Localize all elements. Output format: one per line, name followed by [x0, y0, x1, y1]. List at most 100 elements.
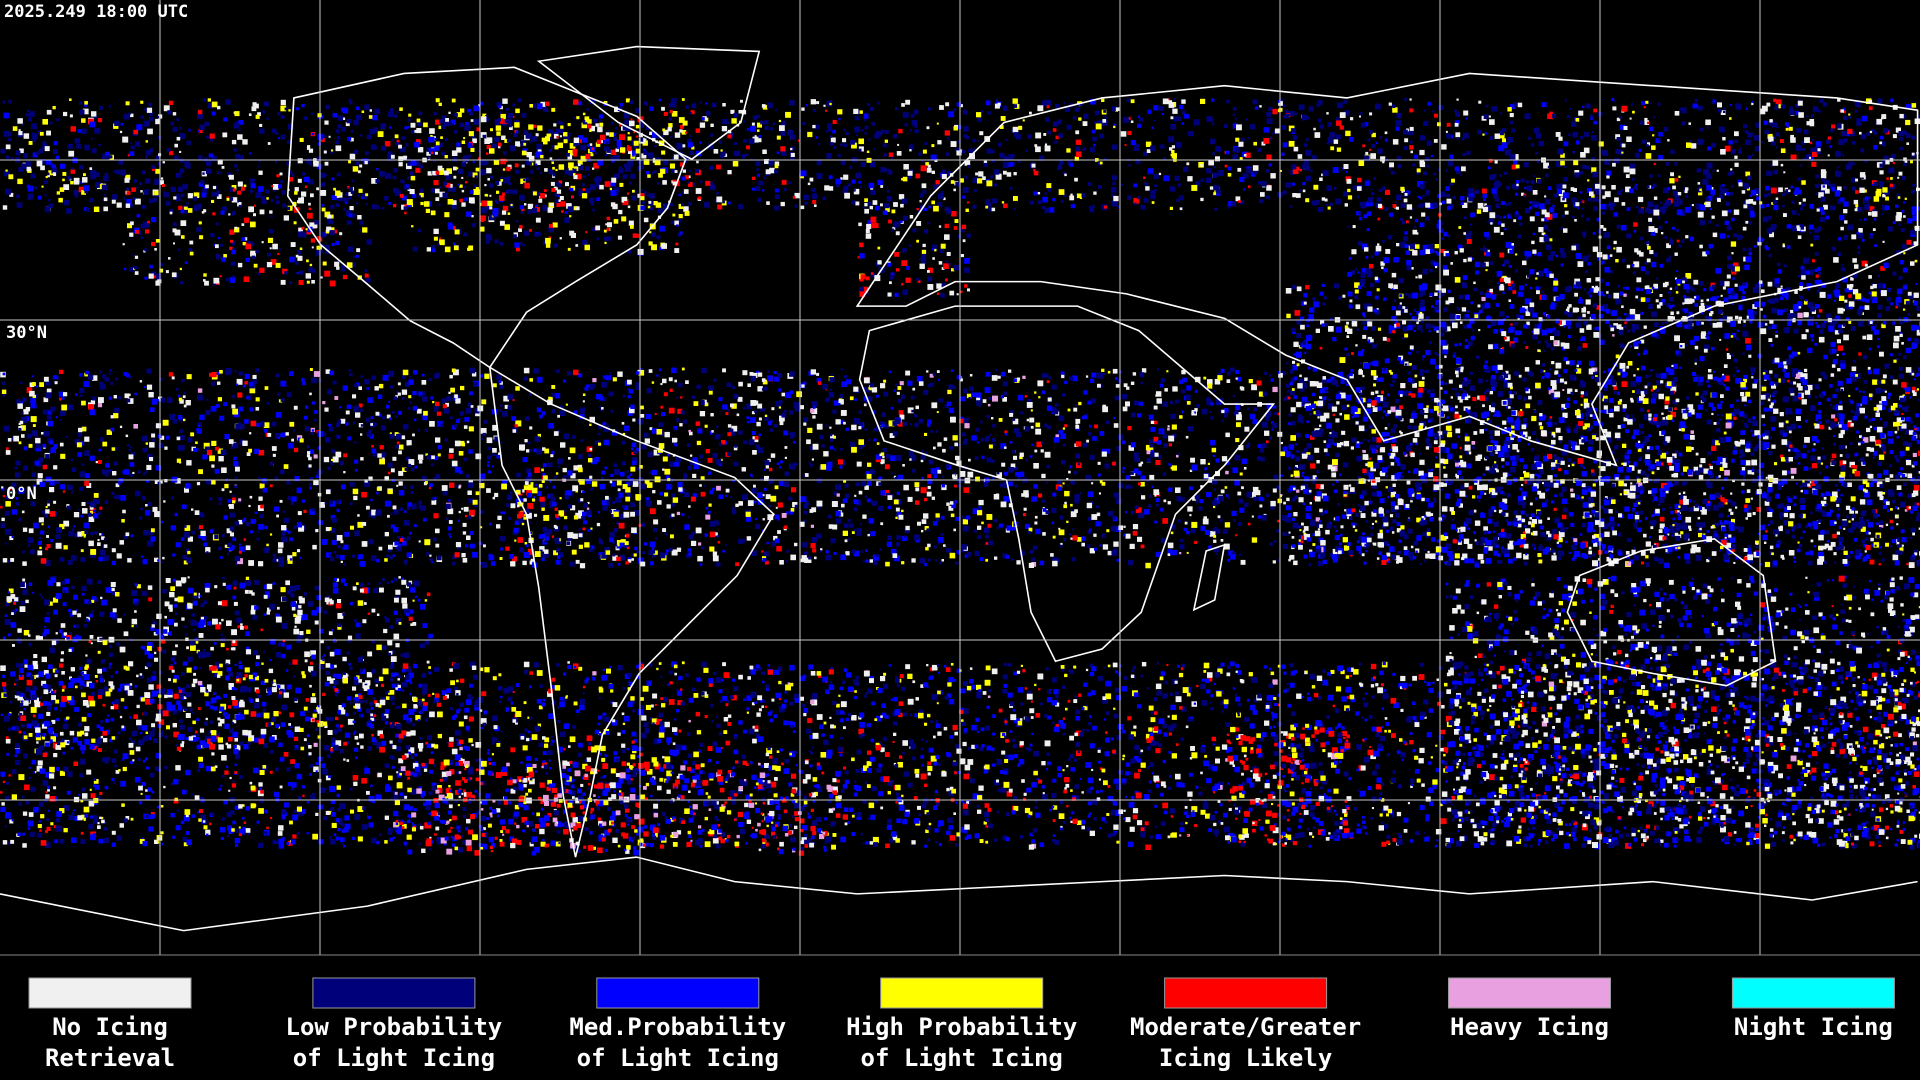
icing-pixel: [1490, 136, 1494, 140]
icing-pixel: [1101, 99, 1104, 102]
icing-pixel: [1669, 178, 1674, 183]
icing-pixel: [1595, 277, 1599, 281]
icing-pixel: [467, 441, 470, 444]
icing-pixel: [131, 146, 135, 150]
icing-pixel: [1105, 116, 1108, 119]
icing-pixel: [1418, 275, 1422, 279]
icing-pixel: [597, 140, 601, 144]
icing-pixel: [1141, 205, 1146, 210]
icing-pixel: [747, 128, 749, 130]
icing-pixel: [1771, 188, 1777, 194]
icing-pixel: [409, 171, 413, 175]
icing-pixel: [1591, 135, 1596, 140]
icing-pixel: [985, 199, 990, 204]
icing-pixel: [1635, 296, 1638, 299]
icing-pixel: [1461, 166, 1466, 171]
icing-pixel: [1222, 456, 1227, 461]
icing-pixel: [962, 150, 966, 154]
icing-pixel: [1121, 184, 1123, 186]
icing-pixel: [1063, 102, 1065, 104]
icing-pixel: [166, 270, 169, 273]
icing-pixel: [552, 167, 555, 170]
icing-pixel: [287, 207, 290, 210]
icing-pixel: [189, 241, 193, 245]
icing-pixel: [564, 139, 568, 143]
icing-pixel: [1912, 184, 1915, 187]
icing-pixel: [167, 148, 171, 152]
icing-pixel: [413, 247, 418, 252]
icing-pixel: [606, 132, 609, 135]
icing-pixel: [238, 263, 242, 267]
icing-pixel: [1389, 162, 1394, 167]
icing-pixel: [1821, 178, 1825, 182]
icing-pixel: [1478, 305, 1481, 308]
icing-pixel: [883, 143, 887, 147]
icing-pixel: [1191, 185, 1197, 191]
icing-pixel: [221, 257, 226, 262]
icing-pixel: [415, 168, 420, 173]
icing-pixel: [405, 204, 407, 206]
icing-pixel: [1641, 312, 1644, 315]
icing-pixel: [140, 101, 143, 104]
icing-pixel: [1701, 300, 1704, 303]
icing-pixel: [1563, 185, 1567, 189]
icing-pixel: [312, 246, 314, 248]
icing-pixel: [1728, 210, 1731, 213]
icing-pixel: [781, 202, 785, 206]
icing-pixel: [1139, 117, 1143, 121]
icing-pixel: [58, 198, 63, 203]
icing-pixel: [1621, 225, 1627, 231]
icing-pixel: [1530, 216, 1535, 221]
icing-pixel: [830, 142, 834, 146]
icing-pixel: [1535, 152, 1538, 155]
icing-pixel: [18, 131, 22, 135]
icing-pixel: [1816, 141, 1821, 146]
icing-pixel: [920, 200, 922, 202]
icing-pixel: [1529, 269, 1534, 274]
icing-pixel: [1772, 324, 1777, 329]
icing-pixel: [1400, 218, 1403, 221]
icing-pixel: [626, 98, 630, 102]
icing-pixel: [74, 179, 79, 184]
icing-pixel: [228, 213, 230, 215]
icing-pixel: [16, 194, 20, 198]
icing-pixel: [452, 99, 456, 103]
icing-pixel: [143, 222, 148, 227]
icing-pixel: [629, 182, 632, 185]
icing-pixel: [1172, 153, 1177, 158]
icing-pixel: [1253, 142, 1257, 146]
icing-pixel: [860, 110, 863, 113]
icing-pixel: [1214, 166, 1216, 168]
icing-pixel: [1544, 236, 1550, 242]
icing-pixel: [801, 206, 805, 210]
icing-pixel: [1093, 144, 1096, 147]
icing-pixel: [901, 283, 903, 285]
icing-pixel: [1037, 105, 1043, 111]
icing-pixel: [1371, 192, 1374, 195]
icing-pixel: [726, 412, 729, 415]
icing-pixel: [779, 120, 781, 122]
icing-pixel: [1455, 123, 1459, 127]
icing-pixel: [294, 221, 297, 224]
icing-pixel: [285, 108, 288, 111]
icing-pixel: [1902, 244, 1907, 249]
icing-pixel: [60, 454, 65, 459]
icing-pixel: [448, 112, 450, 114]
icing-pixel: [1468, 188, 1474, 194]
icing-pixel: [1509, 214, 1512, 217]
icing-pixel: [1606, 171, 1611, 176]
icing-pixel: [246, 258, 250, 262]
icing-pixel: [68, 144, 73, 149]
icing-pixel: [513, 234, 517, 238]
icing-pixel: [262, 199, 267, 204]
icing-pixel: [923, 150, 927, 154]
icing-pixel: [1738, 320, 1741, 323]
icing-pixel: [29, 111, 35, 117]
icing-pixel: [94, 128, 100, 134]
icing-pixel: [1590, 115, 1593, 118]
icing-pixel: [1442, 201, 1445, 204]
icing-pixel: [1696, 321, 1700, 325]
icing-pixel: [1880, 170, 1884, 174]
icing-pixel: [657, 182, 660, 185]
icing-pixel: [1340, 112, 1346, 118]
